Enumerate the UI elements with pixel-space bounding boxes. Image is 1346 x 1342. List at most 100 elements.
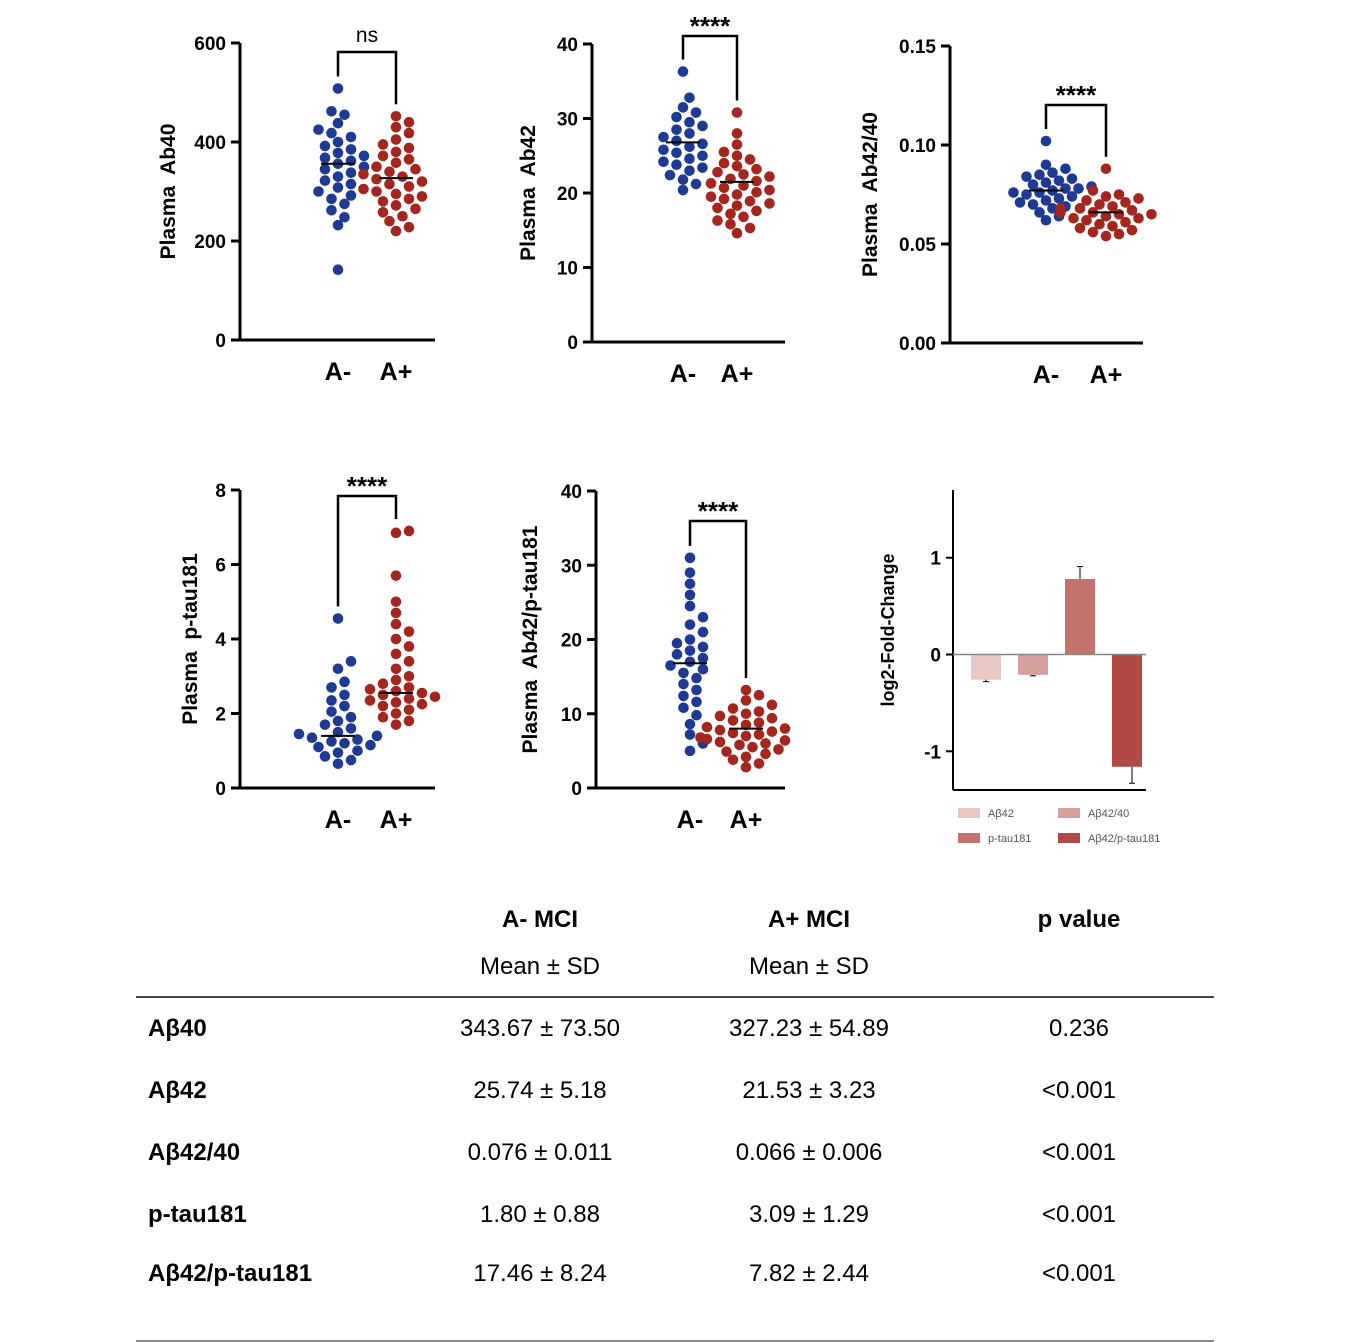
data-point-a-neg bbox=[345, 178, 357, 190]
data-point-a-neg bbox=[678, 667, 689, 679]
data-point-a-neg bbox=[345, 656, 357, 667]
data-point-a-neg bbox=[326, 695, 337, 706]
data-point-a-pos bbox=[390, 618, 402, 630]
data-point-a-neg bbox=[684, 656, 696, 668]
data-point-a-neg bbox=[1008, 187, 1019, 198]
data-point-a-pos bbox=[1094, 199, 1105, 210]
cell-p-value: 0.236 bbox=[1048, 1015, 1110, 1042]
data-point-a-neg bbox=[1040, 135, 1052, 147]
data-point-a-neg bbox=[326, 205, 337, 216]
data-point-a-pos bbox=[1107, 201, 1118, 212]
x-category-label: A- bbox=[670, 360, 696, 388]
data-point-a-pos bbox=[397, 210, 408, 222]
y-tick-label: 0.05 bbox=[899, 235, 936, 256]
data-point-a-neg bbox=[345, 144, 357, 155]
subheader-p-value bbox=[944, 938, 1214, 998]
data-point-a-neg bbox=[332, 182, 344, 193]
data-point-a-pos bbox=[731, 150, 743, 162]
data-point-a-pos bbox=[390, 146, 402, 158]
data-point-a-neg bbox=[697, 663, 709, 675]
data-point-a-pos bbox=[727, 727, 739, 739]
data-point-a-neg bbox=[332, 219, 344, 231]
data-point-a-pos bbox=[744, 195, 756, 207]
data-point-a-neg bbox=[697, 138, 708, 150]
data-point-a-neg bbox=[319, 140, 331, 152]
data-point-a-neg bbox=[684, 552, 696, 564]
data-point-a-neg bbox=[345, 167, 357, 178]
data-point-a-pos bbox=[358, 168, 369, 180]
group-header-a-neg: A- MCI bbox=[502, 906, 578, 933]
data-point-a-neg bbox=[697, 652, 709, 664]
data-point-a-pos bbox=[740, 761, 752, 773]
legend-swatch bbox=[958, 808, 980, 818]
cell-a-neg: 0.076 ± 0.011 bbox=[467, 1139, 613, 1166]
data-point-a-neg bbox=[1047, 203, 1058, 214]
data-point-a-neg bbox=[319, 751, 331, 762]
y-tick-label: 4 bbox=[215, 630, 226, 651]
data-point-a-neg bbox=[365, 739, 376, 751]
data-point-a-pos bbox=[1094, 218, 1105, 230]
scatter-panel: 0 10 20 30 40 Plasma Ab42/p-tau181 A- A+ **** bbox=[519, 482, 791, 834]
data-point-a-pos bbox=[403, 626, 415, 637]
data-point-a-pos bbox=[390, 719, 402, 730]
x-category-label: A- bbox=[677, 806, 703, 834]
y-tick-label: 0 bbox=[930, 646, 941, 667]
data-point-a-pos bbox=[760, 748, 771, 760]
data-point-a-pos bbox=[377, 206, 389, 218]
table-row: Aβ42/p-tau181 17.46 ± 8.24 7.82 ± 2.44 <… bbox=[136, 1246, 1214, 1342]
bar bbox=[1018, 654, 1048, 675]
data-point-a-pos bbox=[1120, 216, 1131, 228]
data-point-a-neg bbox=[1053, 175, 1065, 186]
data-point-a-neg bbox=[691, 684, 702, 696]
table-subheader-row: Mean ± SD Mean ± SD bbox=[136, 938, 1214, 998]
cell-a-neg: 25.74 ± 5.18 bbox=[473, 1077, 607, 1104]
data-point-a-pos bbox=[390, 607, 402, 619]
data-point-a-neg bbox=[671, 111, 682, 123]
data-point-a-pos bbox=[712, 215, 723, 226]
data-point-a-neg bbox=[326, 682, 337, 693]
data-point-a-pos bbox=[384, 215, 395, 227]
data-point-a-pos bbox=[390, 663, 402, 675]
data-point-a-pos bbox=[766, 712, 778, 724]
data-point-a-neg bbox=[677, 102, 689, 113]
y-axis-label: log2-Fold-Change bbox=[878, 554, 898, 707]
data-point-a-pos bbox=[1146, 209, 1157, 220]
data-point-a-pos bbox=[390, 134, 402, 145]
data-point-a-neg bbox=[677, 184, 689, 196]
data-point-a-neg bbox=[665, 660, 676, 671]
significance-bracket bbox=[688, 519, 748, 678]
data-point-a-pos bbox=[1087, 226, 1099, 238]
data-point-a-neg bbox=[332, 117, 344, 129]
data-point-a-neg bbox=[684, 578, 696, 590]
data-point-a-pos bbox=[390, 157, 402, 169]
x-category-label: A+ bbox=[380, 806, 413, 834]
y-axis-label: Plasma Ab42 bbox=[517, 125, 540, 261]
table-row: Aβ42/40 0.076 ± 0.011 0.066 ± 0.006 <0.0… bbox=[136, 1122, 1214, 1184]
y-tick-label: 30 bbox=[557, 110, 578, 131]
data-point-a-pos bbox=[734, 739, 745, 751]
data-point-a-neg bbox=[684, 589, 696, 601]
data-point-a-neg bbox=[678, 690, 689, 702]
x-category-label: A+ bbox=[730, 806, 763, 834]
legend-swatch bbox=[958, 833, 980, 843]
bar bbox=[1065, 579, 1095, 655]
data-point-a-pos bbox=[384, 178, 395, 190]
data-point-a-pos bbox=[377, 689, 389, 701]
data-point-a-neg bbox=[1040, 159, 1052, 171]
cell-a-pos: 0.066 ± 0.006 bbox=[735, 1139, 883, 1166]
cell-a-pos: 21.53 ± 3.23 bbox=[742, 1077, 876, 1104]
data-point-a-neg bbox=[664, 169, 676, 181]
row-label: Aβ42 bbox=[148, 1077, 207, 1104]
data-point-a-pos bbox=[779, 723, 791, 734]
x-category-label: A- bbox=[1033, 361, 1059, 389]
data-point-a-pos bbox=[731, 160, 743, 172]
data-point-a-neg bbox=[671, 637, 683, 649]
data-point-a-neg bbox=[326, 193, 337, 205]
table-corner-cell bbox=[136, 860, 406, 938]
bar bbox=[971, 654, 1001, 680]
data-point-a-pos bbox=[731, 189, 743, 200]
data-point-a-neg bbox=[671, 124, 682, 135]
subheader-a-pos: Mean ± SD bbox=[674, 938, 944, 998]
x-category-label: A+ bbox=[721, 360, 754, 388]
data-point-a-pos bbox=[753, 729, 765, 740]
